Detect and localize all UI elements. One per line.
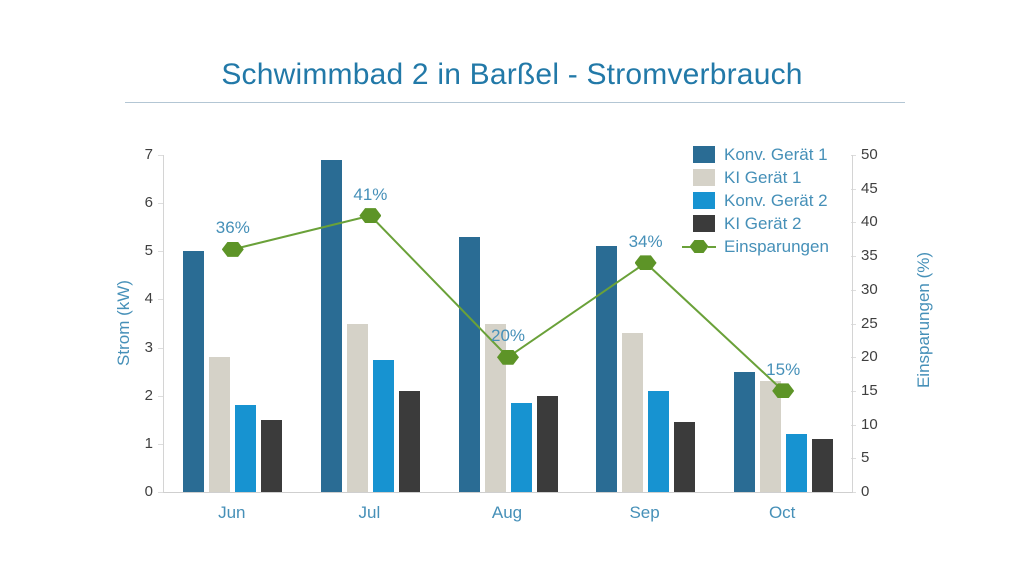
legend-item-einsparungen[interactable]: Einsparungen [682, 235, 829, 258]
y-tick-label-right: 20 [861, 348, 878, 366]
bar-ki-gerät-2-aug[interactable] [536, 395, 558, 492]
legend-label: Einsparungen [724, 236, 829, 256]
y-tick-label-left: 1 [144, 434, 153, 452]
legend-line-marker [682, 239, 716, 254]
savings-label-sep: 34% [628, 231, 663, 251]
bar-ki-gerät-1-jun[interactable] [209, 357, 231, 492]
savings-label-jun: 36% [215, 218, 250, 238]
y-tick-mark-right [851, 155, 856, 156]
legend-item-konv-gerät-2[interactable]: Konv. Gerät 2 [693, 189, 829, 212]
y-tick-mark-right [851, 492, 856, 493]
bar-konv-gerät-2-aug[interactable] [510, 402, 532, 492]
y-tick-mark-right [851, 256, 856, 258]
bar-ki-gerät-2-jun[interactable] [261, 419, 283, 492]
y-tick-label-right: 10 [861, 415, 878, 433]
y-tick-mark-right [851, 357, 856, 359]
y-tick-mark-right [851, 188, 856, 190]
legend-item-ki-gerät-2[interactable]: KI Gerät 2 [693, 212, 829, 235]
savings-label-jul: 41% [353, 184, 388, 204]
y-tick-label-left: 0 [144, 483, 153, 500]
y-tick-mark-right [851, 222, 856, 224]
x-tick-label-jun: Jun [218, 503, 246, 522]
y-tick-label-right: 45 [861, 179, 878, 197]
y-tick-label-right: 30 [861, 280, 878, 298]
savings-marker-jul[interactable] [359, 208, 382, 224]
y-tick-label-right: 35 [861, 247, 878, 265]
legend-swatch-konv-gerät-2 [693, 192, 715, 209]
legend-line-segment [707, 245, 716, 248]
y-tick-label-left: 7 [144, 146, 153, 163]
y-tick-mark-left [158, 347, 163, 349]
y-tick-label-left: 5 [144, 242, 153, 260]
savings-marker-aug[interactable] [497, 349, 519, 365]
x-tick-label-sep: Sep [629, 503, 660, 522]
legend-swatch-ki-gerät-2 [693, 215, 715, 232]
legend-label: Konv. Gerät 2 [724, 190, 828, 210]
y-tick-mark-right [851, 424, 856, 426]
bar-konv-gerät-1-sep[interactable] [596, 246, 618, 492]
legend-swatch-ki-gerät-1 [693, 169, 715, 186]
bar-ki-gerät-2-oct[interactable] [811, 439, 833, 492]
x-tick-label-aug: Aug [491, 503, 523, 522]
y-tick-mark-left [158, 395, 163, 397]
plot-area: 36% 41% 20% 34% 15% [163, 155, 853, 493]
savings-marker-jun[interactable] [221, 241, 244, 257]
bar-konv-gerät-2-jul[interactable] [372, 359, 394, 492]
y-tick-mark-right [851, 458, 856, 460]
bar-konv-gerät-2-jun[interactable] [235, 405, 257, 492]
legend-label: Konv. Gerät 1 [724, 144, 828, 164]
y-tick-label-left: 6 [144, 194, 153, 212]
chart-title: Schwimmbad 2 in Barßel - Stromverbrauch [221, 58, 803, 91]
savings-label-oct: 15% [766, 359, 801, 379]
y-tick-label-right: 40 [861, 213, 878, 231]
savings-marker-sep[interactable] [634, 255, 657, 271]
y-tick-label-left: 3 [144, 338, 153, 356]
x-tick-label-jul: Jul [358, 503, 381, 522]
legend-label: KI Gerät 2 [724, 213, 802, 233]
bar-ki-gerät-1-jul[interactable] [346, 323, 368, 492]
y-tick-label-right: 0 [861, 483, 870, 500]
bar-konv-gerät-1-oct[interactable] [733, 371, 755, 492]
bar-ki-gerät-2-jul[interactable] [398, 390, 420, 492]
savings-marker-oct[interactable] [772, 383, 795, 399]
legend-line-segment [682, 245, 691, 248]
bar-konv-gerät-1-jul[interactable] [320, 159, 342, 492]
bar-konv-gerät-1-jun[interactable] [183, 251, 205, 492]
legend-item-konv-gerät-1[interactable]: Konv. Gerät 1 [693, 143, 829, 166]
y-tick-label-left: 2 [144, 386, 153, 404]
legend: Konv. Gerät 1 KI Gerät 1 Konv. Gerät 2 KI G… [682, 143, 829, 258]
y-tick-mark-left [158, 492, 163, 493]
bar-konv-gerät-1-aug[interactable] [458, 236, 480, 492]
y-tick-mark-left [158, 203, 163, 205]
bar-ki-gerät-1-aug[interactable] [484, 323, 506, 492]
y-tick-label-right: 15 [861, 381, 878, 399]
y-tick-mark-left [158, 251, 163, 253]
y-tick-mark-left [158, 443, 163, 445]
title-underline [125, 102, 905, 103]
y-tick-mark-right [851, 289, 856, 291]
bar-konv-gerät-2-sep[interactable] [648, 390, 670, 492]
y-tick-label-right: 50 [861, 146, 878, 163]
bar-konv-gerät-2-oct[interactable] [785, 434, 807, 492]
y-axis-right-title: Einsparungen (%) [914, 251, 933, 389]
bar-ki-gerät-2-sep[interactable] [674, 422, 696, 492]
x-tick-label-oct: Oct [768, 503, 796, 522]
y-tick-mark-left [158, 299, 163, 301]
y-tick-mark-left [158, 155, 163, 156]
y-tick-label-right: 25 [861, 314, 878, 332]
y-tick-label-left: 4 [144, 290, 153, 308]
bar-ki-gerät-1-sep[interactable] [622, 333, 644, 492]
y-tick-label-right: 5 [861, 449, 870, 467]
bar-ki-gerät-1-oct[interactable] [759, 381, 781, 492]
y-tick-mark-right [851, 390, 856, 392]
legend-label: KI Gerät 1 [724, 167, 802, 187]
legend-item-ki-gerät-1[interactable]: KI Gerät 1 [693, 166, 829, 189]
legend-swatch-konv-gerät-1 [693, 146, 715, 163]
y-tick-mark-right [851, 323, 856, 325]
legend-hexagon-icon [689, 240, 709, 253]
savings-label-aug: 20% [490, 326, 526, 346]
